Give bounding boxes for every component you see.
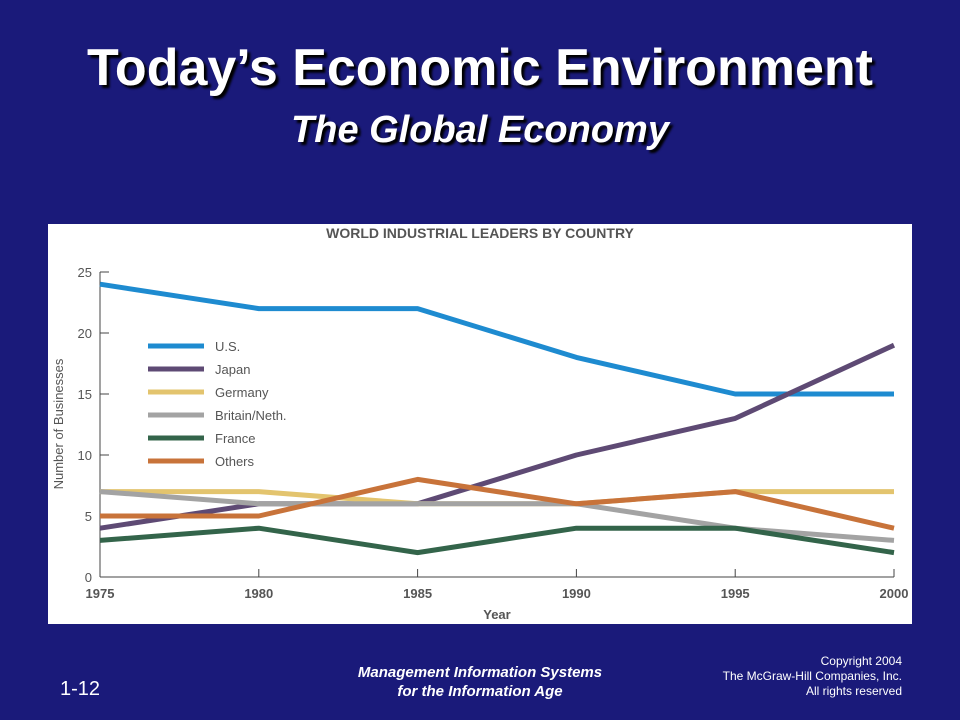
chart-title: WORLD INDUSTRIAL LEADERS BY COUNTRY — [326, 225, 634, 241]
x-tick-label: 1975 — [86, 586, 115, 601]
x-axis-label: Year — [483, 607, 510, 622]
y-axis-label: Number of Businesses — [51, 358, 66, 489]
legend-label-france: France — [215, 431, 255, 446]
footer-course-line-1: Management Information Systems — [357, 664, 603, 681]
y-tick-label: 10 — [78, 448, 92, 463]
copyright-line-2: The McGraw-Hill Companies, Inc. — [722, 669, 902, 683]
slide-number: 1-12 — [60, 678, 101, 700]
x-tick-label: 2000 — [880, 586, 909, 601]
x-tick-label: 1985 — [403, 586, 432, 601]
y-tick-label: 20 — [78, 326, 92, 341]
slide-subtitle: The Global Economy — [291, 109, 669, 151]
x-tick-label: 1980 — [244, 586, 273, 601]
y-tick-label: 25 — [78, 265, 92, 280]
line-chart: WORLD INDUSTRIAL LEADERS BY COUNTRY Numb… — [51, 225, 909, 622]
chart-panel: WORLD INDUSTRIAL LEADERS BY COUNTRY Numb… — [48, 224, 912, 624]
x-tick-label: 1995 — [721, 586, 750, 601]
series-line-others — [100, 476, 895, 531]
legend-label-germany: Germany — [215, 385, 269, 400]
series-line-france — [99, 525, 895, 556]
copyright-line-1: Copyright 2004 — [820, 654, 902, 668]
series-line-u-s — [99, 281, 894, 397]
y-tick-label: 15 — [78, 387, 92, 402]
x-tick-label: 1990 — [562, 586, 591, 601]
y-tick-label: 0 — [85, 570, 92, 585]
legend-label-others: Others — [215, 454, 255, 469]
legend-label-britain-neth: Britain/Neth. — [215, 408, 287, 423]
footer-course-title: Management Information Systems for the I… — [330, 663, 630, 701]
slide-title: Today’s Economic Environment — [87, 39, 873, 97]
series-line-japan — [99, 342, 896, 531]
copyright-line-3: All rights reserved — [805, 684, 902, 698]
footer-course-line-2: for the Information Age — [397, 683, 563, 700]
footer-copyright: Copyright 2004 The McGraw-Hill Companies… — [642, 654, 902, 699]
legend-label-japan: Japan — [215, 362, 250, 377]
y-tick-label: 5 — [85, 509, 92, 524]
legend-label-u-s: U.S. — [215, 339, 240, 354]
